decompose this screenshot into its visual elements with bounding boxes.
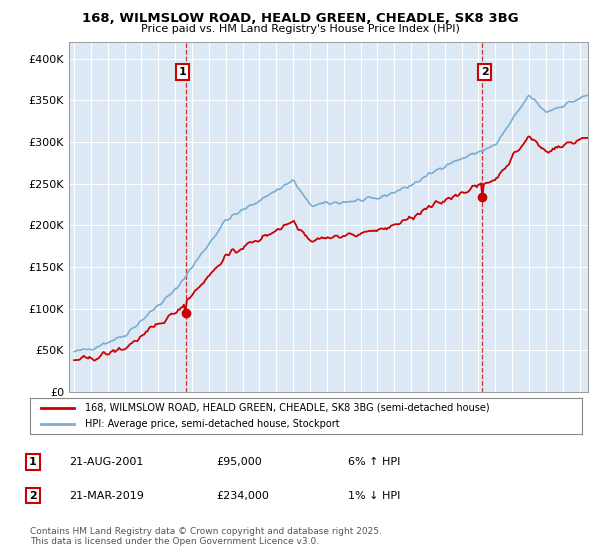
- Text: 168, WILMSLOW ROAD, HEALD GREEN, CHEADLE, SK8 3BG (semi-detached house): 168, WILMSLOW ROAD, HEALD GREEN, CHEADLE…: [85, 403, 490, 413]
- Text: 2: 2: [29, 491, 37, 501]
- Text: 1% ↓ HPI: 1% ↓ HPI: [348, 491, 400, 501]
- Text: 21-AUG-2001: 21-AUG-2001: [69, 457, 143, 467]
- Text: HPI: Average price, semi-detached house, Stockport: HPI: Average price, semi-detached house,…: [85, 419, 340, 429]
- Text: 1: 1: [179, 67, 187, 77]
- Text: 21-MAR-2019: 21-MAR-2019: [69, 491, 144, 501]
- Text: Price paid vs. HM Land Registry's House Price Index (HPI): Price paid vs. HM Land Registry's House …: [140, 24, 460, 34]
- Text: 1: 1: [29, 457, 37, 467]
- Text: £234,000: £234,000: [216, 491, 269, 501]
- Text: 168, WILMSLOW ROAD, HEALD GREEN, CHEADLE, SK8 3BG: 168, WILMSLOW ROAD, HEALD GREEN, CHEADLE…: [82, 12, 518, 25]
- Text: £95,000: £95,000: [216, 457, 262, 467]
- Text: Contains HM Land Registry data © Crown copyright and database right 2025.
This d: Contains HM Land Registry data © Crown c…: [30, 526, 382, 546]
- Text: 2: 2: [481, 67, 488, 77]
- Text: 6% ↑ HPI: 6% ↑ HPI: [348, 457, 400, 467]
